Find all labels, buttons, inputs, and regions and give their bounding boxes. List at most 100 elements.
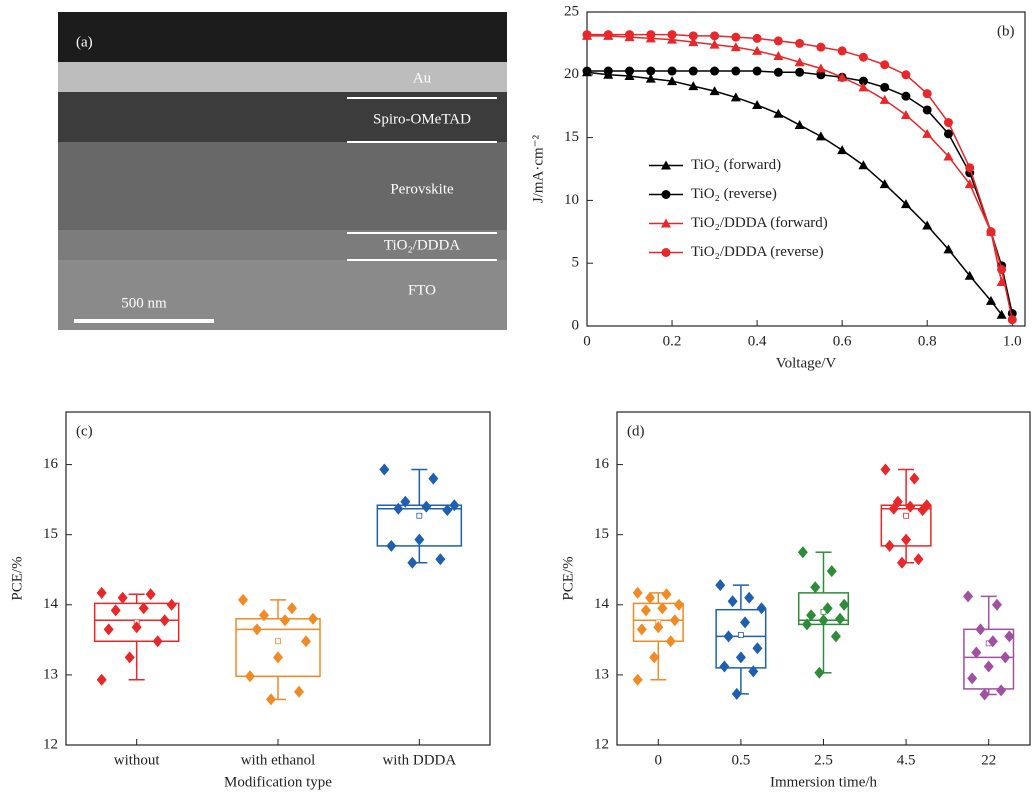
point [822, 602, 833, 615]
point [727, 595, 738, 608]
layer-tio2 [58, 230, 507, 260]
marker [1007, 315, 1017, 325]
marker [879, 94, 890, 104]
point [386, 539, 397, 552]
mean [903, 512, 909, 519]
series-line [587, 33, 1013, 320]
marker [625, 66, 635, 76]
point [735, 651, 746, 664]
marker [667, 34, 678, 44]
y-tick-label: 20 [564, 66, 579, 82]
marker [985, 295, 996, 305]
point [752, 642, 763, 655]
point [435, 553, 446, 566]
point [407, 556, 418, 569]
point [287, 602, 297, 615]
layer-label: Spiro-OMeTAD [373, 111, 471, 127]
legend-marker [661, 160, 671, 170]
point [715, 579, 726, 592]
legend-label: TiO₂/DDDA (forward) [691, 215, 828, 231]
x-tick-label: 0.6 [833, 333, 852, 349]
marker [709, 86, 720, 96]
marker [773, 108, 784, 118]
plot-frame [586, 11, 1026, 327]
marker [624, 71, 635, 81]
point [909, 472, 920, 485]
point [428, 472, 439, 485]
x-tick-label: 0.4 [748, 333, 767, 349]
marker [773, 36, 783, 46]
marker [773, 50, 784, 60]
y-tick-label: 10 [564, 192, 579, 208]
marker [730, 92, 741, 102]
x-tick-label: 0.8 [918, 333, 937, 349]
x-axis-label: Modification type [224, 774, 332, 790]
point [810, 581, 821, 594]
point [301, 635, 311, 648]
marker [986, 227, 996, 237]
legend-label: TiO₂ (forward) [691, 157, 781, 173]
y-tick-label: 5 [572, 255, 580, 271]
point [294, 685, 304, 698]
marker [858, 52, 868, 62]
point [806, 609, 817, 622]
x-tick-label: 0 [655, 752, 663, 768]
marker [730, 42, 741, 52]
point [379, 463, 390, 476]
y-tick-label: 13 [43, 666, 58, 682]
marker [582, 66, 592, 76]
y-tick-label: 12 [43, 736, 58, 752]
point [979, 688, 990, 701]
point [880, 463, 891, 476]
layer-fto [58, 260, 507, 330]
series-line [587, 70, 1013, 314]
y-axis-label: PCE/% [560, 556, 576, 600]
x-tick-label: 0 [583, 333, 591, 349]
point [673, 598, 684, 611]
marker [816, 70, 826, 80]
mean [275, 638, 281, 645]
point [839, 598, 850, 611]
point [665, 635, 676, 648]
point [152, 635, 163, 648]
marker [710, 31, 720, 41]
point [830, 630, 841, 643]
x-tick-label: 4.5 [897, 752, 916, 768]
marker [752, 33, 762, 43]
mean [738, 632, 744, 638]
box [632, 602, 684, 642]
point [814, 666, 825, 679]
marker [667, 76, 678, 86]
point [719, 660, 730, 673]
layer-perovskite [58, 142, 507, 230]
panel-label: (c) [76, 423, 93, 439]
point [645, 591, 656, 604]
marker [858, 82, 869, 92]
y-tick-label: 13 [594, 666, 609, 682]
y-tick-label: 16 [43, 456, 59, 472]
point [414, 533, 425, 546]
point [748, 665, 759, 678]
x-tick-label: 0.5 [732, 752, 751, 768]
point [640, 604, 651, 617]
box [963, 628, 1015, 690]
marker [922, 128, 933, 138]
marker [582, 30, 592, 40]
panel-label: (a) [76, 34, 93, 50]
marker [858, 76, 868, 86]
y-tick-label: 25 [564, 3, 579, 19]
point [266, 693, 276, 706]
point [1000, 651, 1011, 664]
point [117, 591, 128, 604]
layer-au [58, 62, 507, 92]
point [818, 614, 829, 627]
marker [688, 81, 699, 91]
marker [997, 264, 1007, 274]
x-axis-label: Voltage/V [776, 355, 837, 371]
point [901, 533, 912, 546]
y-tick-label: 0 [572, 317, 580, 333]
point [393, 502, 404, 515]
x-tick-label: 0.2 [663, 333, 682, 349]
point [826, 565, 837, 578]
point [991, 598, 1002, 611]
